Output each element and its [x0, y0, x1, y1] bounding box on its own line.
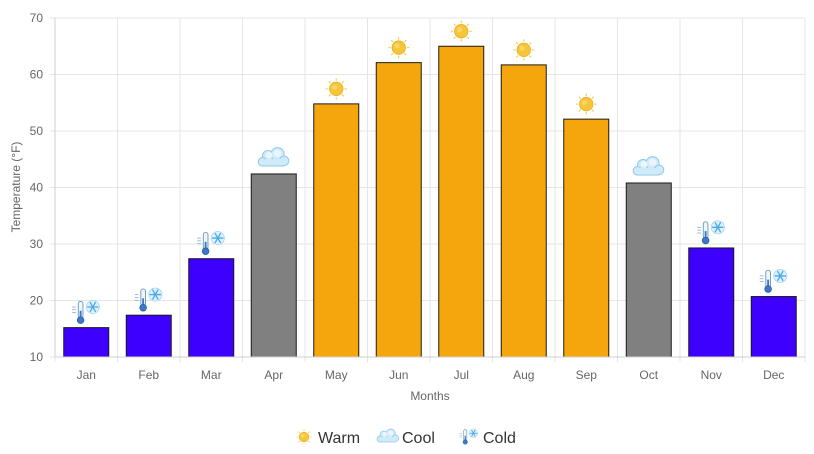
thermometer-snowflake-icon [133, 287, 163, 312]
x-axis-title: Months [410, 389, 449, 403]
x-tick-label: Jun [389, 368, 408, 382]
y-tick-label: 20 [30, 294, 44, 308]
grid-lines [50, 17, 806, 362]
bars [63, 45, 797, 358]
cloud-icon [257, 146, 290, 167]
y-tick-label: 60 [30, 68, 44, 82]
bar-may[interactable] [313, 103, 360, 358]
legend-item-warm[interactable]: Warm [296, 429, 360, 447]
bar-oct[interactable] [625, 182, 672, 358]
sun-icon [325, 78, 347, 100]
legend-item-cool[interactable]: Cool [376, 428, 435, 447]
x-tick-label: Sep [576, 368, 598, 382]
x-tick-label: Oct [639, 368, 658, 382]
bar-mar[interactable] [188, 258, 235, 358]
thermometer-snowflake-icon [459, 428, 479, 445]
bar-feb[interactable] [125, 314, 172, 358]
bar-jun[interactable] [375, 62, 422, 358]
legend-item-cold[interactable]: Cold [459, 428, 516, 447]
legend: Warm Cool Cold [296, 428, 516, 447]
x-tick-label: Jul [454, 368, 469, 382]
bar-apr[interactable] [250, 173, 297, 358]
x-tick-label: Mar [201, 368, 222, 382]
bar-nov[interactable] [688, 247, 735, 358]
thermometer-snowflake-icon [696, 220, 726, 245]
sun-icon [296, 429, 312, 445]
x-tick-label: Feb [138, 368, 159, 382]
sun-icon [388, 36, 410, 59]
x-tick-label: Dec [763, 368, 784, 382]
x-tick-label: May [325, 368, 348, 382]
x-tick-label: Nov [701, 368, 722, 382]
y-tick-label: 70 [30, 11, 44, 25]
bar-dec[interactable] [750, 296, 797, 358]
bar-jan[interactable] [63, 327, 110, 358]
y-tick-label: 50 [30, 124, 44, 138]
thermometer-snowflake-icon [196, 230, 226, 256]
y-tick-label: 10 [30, 350, 44, 364]
thermometer-snowflake-icon [758, 268, 788, 294]
legend-label: Cold [483, 430, 516, 447]
bar-aug[interactable] [500, 64, 547, 358]
thermometer-snowflake-icon [71, 299, 101, 325]
cloud-icon [632, 155, 665, 176]
bar-jul[interactable] [438, 45, 485, 358]
x-tick-label: Jan [77, 368, 96, 382]
sun-icon [513, 39, 535, 61]
y-tick-label: 40 [30, 181, 44, 195]
axes: 10 20 30 40 50 60 70 Jan Feb Mar Apr May Jun Jul Aug Se… [30, 11, 805, 382]
cloud-icon [376, 428, 400, 443]
bar-sep[interactable] [563, 118, 610, 358]
y-axis-title: Temperature (°F) [9, 142, 23, 233]
sun-icon [450, 20, 472, 42]
x-tick-label: Aug [513, 368, 534, 382]
y-tick-label: 30 [30, 237, 44, 251]
x-tick-label: Apr [264, 368, 283, 382]
sun-icon [575, 93, 597, 115]
legend-label: Warm [318, 430, 360, 447]
legend-label: Cool [402, 430, 435, 447]
